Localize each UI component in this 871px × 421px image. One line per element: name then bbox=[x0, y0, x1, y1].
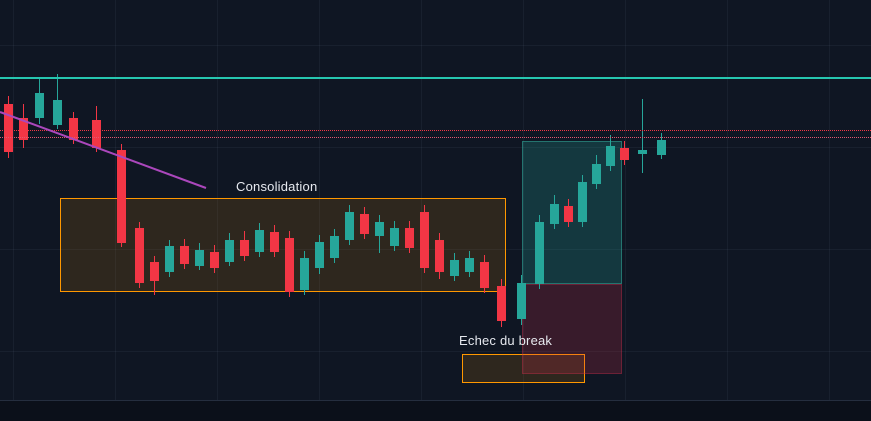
consolidation-label[interactable]: Consolidation bbox=[236, 179, 318, 194]
candle-body bbox=[564, 206, 573, 222]
candle-body bbox=[420, 212, 429, 268]
candle-body bbox=[210, 252, 219, 268]
candle-body bbox=[285, 238, 294, 292]
candle-body bbox=[435, 240, 444, 272]
candle-body bbox=[117, 150, 126, 243]
grid-vline bbox=[421, 0, 422, 400]
candle-body bbox=[35, 93, 44, 118]
candle-body bbox=[360, 214, 369, 234]
grid-hline bbox=[0, 147, 871, 148]
candle-body bbox=[620, 148, 629, 160]
consolidation-zone[interactable] bbox=[60, 198, 506, 292]
grid-vline bbox=[727, 0, 728, 400]
candle-body bbox=[300, 258, 309, 290]
candle-body bbox=[606, 146, 615, 166]
grid-vline bbox=[13, 0, 14, 400]
candle-body bbox=[638, 150, 647, 154]
candle-body bbox=[150, 262, 159, 281]
candle-body bbox=[405, 228, 414, 248]
candle-wick bbox=[642, 99, 643, 173]
candle-body bbox=[165, 246, 174, 272]
grid-vline bbox=[115, 0, 116, 400]
resistance-line[interactable] bbox=[0, 77, 871, 79]
candle-body bbox=[592, 164, 601, 184]
candle-body bbox=[480, 262, 489, 288]
candle-body bbox=[550, 204, 559, 224]
echec-label[interactable]: Echec du break bbox=[459, 333, 553, 348]
candle-body bbox=[255, 230, 264, 252]
candle-body bbox=[225, 240, 234, 262]
time-axis[interactable] bbox=[0, 400, 871, 421]
candle-body bbox=[135, 228, 144, 283]
candle-body bbox=[465, 258, 474, 272]
alert-line-upper[interactable] bbox=[0, 130, 871, 131]
alert-line-lower[interactable] bbox=[0, 137, 871, 138]
candle-body bbox=[497, 286, 506, 321]
candle-body bbox=[450, 260, 459, 276]
grid-vline bbox=[829, 0, 830, 400]
candle-body bbox=[315, 242, 324, 268]
candle-body bbox=[240, 240, 249, 256]
grid-hline bbox=[0, 45, 871, 46]
long-position-loss-zone[interactable] bbox=[522, 284, 622, 374]
candle-body bbox=[517, 283, 526, 319]
candle-body bbox=[180, 246, 189, 264]
candle-body bbox=[345, 212, 354, 240]
echec-du-break-zone[interactable] bbox=[462, 354, 585, 383]
grid-vline bbox=[319, 0, 320, 400]
candle-body bbox=[195, 250, 204, 266]
candle-body bbox=[270, 232, 279, 252]
candle-body bbox=[578, 182, 587, 222]
grid-vline bbox=[625, 0, 626, 400]
grid-hline bbox=[0, 351, 871, 352]
candle-body bbox=[330, 236, 339, 258]
candle-body bbox=[535, 222, 544, 284]
grid-vline bbox=[217, 0, 218, 400]
candle-body bbox=[375, 222, 384, 236]
grid-vline bbox=[523, 0, 524, 400]
candle-body bbox=[657, 140, 666, 155]
candle-body bbox=[390, 228, 399, 246]
